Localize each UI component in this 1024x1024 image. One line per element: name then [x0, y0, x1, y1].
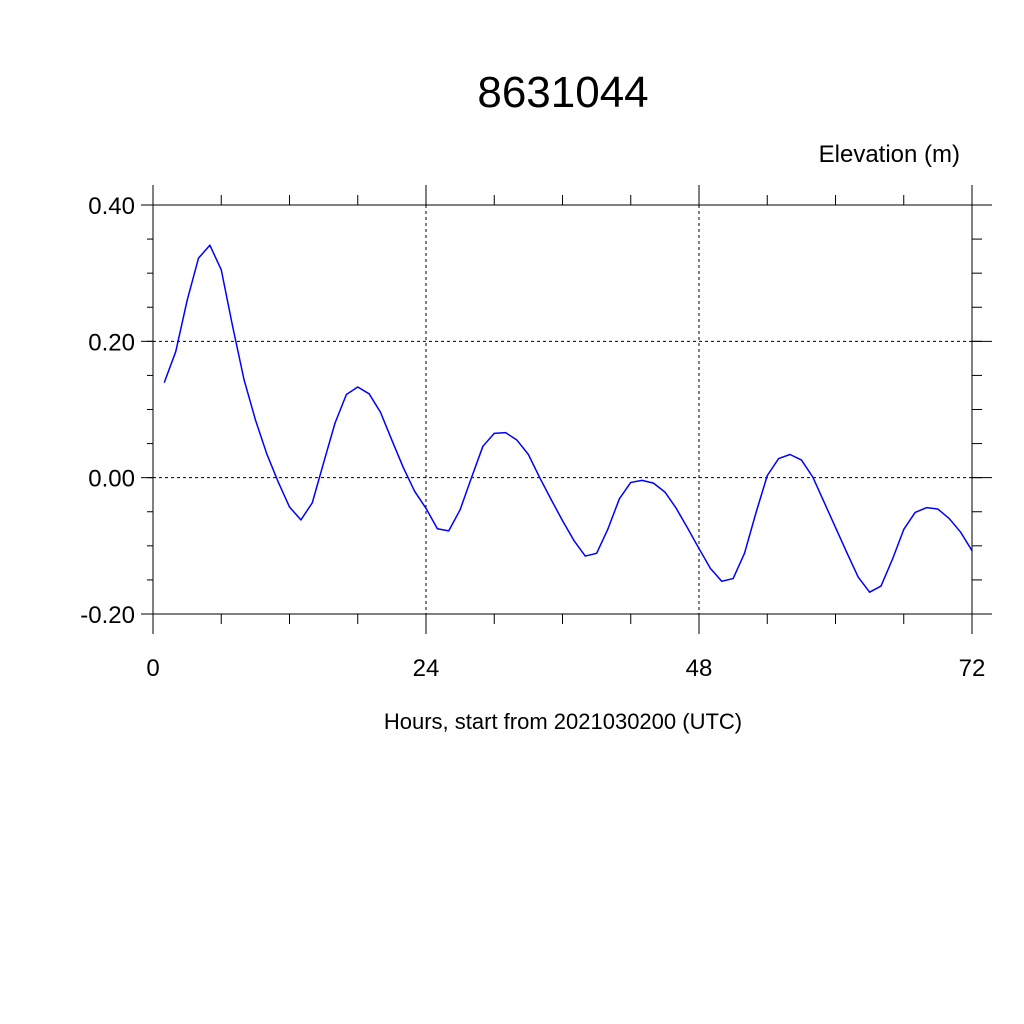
data-point [800, 459, 802, 461]
data-point [288, 506, 291, 508]
data-point [459, 509, 461, 511]
data-point [869, 591, 871, 593]
plot-frame [152, 204, 973, 615]
tick-layer: -0.20 0.00 0.20 0.40 0 24 48 72 [80, 185, 992, 682]
data-point [618, 498, 620, 500]
data-point [482, 445, 484, 447]
data-point [834, 526, 837, 529]
data-point [596, 552, 598, 554]
data-point [243, 378, 245, 381]
y-tick-label: -0.20 [80, 602, 135, 629]
data-point [516, 439, 518, 441]
data-point [960, 531, 962, 533]
data-point [425, 507, 427, 509]
data-point [470, 477, 473, 479]
data-point [914, 511, 916, 514]
data-point [550, 498, 552, 501]
data-point [368, 393, 370, 395]
data-point [925, 507, 928, 509]
x-tick-label: 48 [686, 655, 713, 682]
data-point [300, 519, 302, 521]
data-point [209, 244, 211, 246]
data-point [186, 299, 188, 302]
data-point [937, 508, 939, 510]
data-point [812, 476, 814, 478]
data-point [880, 585, 882, 587]
data-point [561, 520, 564, 522]
series-layer [163, 244, 973, 593]
data-point [505, 432, 507, 434]
data-point [334, 422, 336, 424]
data-point [823, 501, 825, 503]
y-tick-label: 0.20 [88, 329, 135, 356]
data-point [254, 419, 256, 421]
chart-title: 8631044 [477, 68, 648, 117]
data-point [687, 527, 689, 529]
y-tick-label: 0.40 [88, 193, 135, 220]
data-point [698, 547, 700, 550]
data-point [664, 491, 666, 493]
data-point [311, 502, 313, 504]
data-point [778, 457, 780, 460]
data-point [789, 453, 791, 456]
data-point [163, 381, 165, 383]
data-point [391, 439, 393, 441]
series-line [163, 244, 973, 593]
data-point [323, 462, 325, 464]
data-point [232, 325, 234, 327]
data-point [175, 350, 177, 353]
data-point [607, 528, 609, 530]
data-point [755, 512, 757, 514]
data-point [379, 411, 382, 413]
data-point [709, 567, 711, 569]
data-point [266, 453, 268, 455]
data-point [891, 558, 893, 561]
data-point [903, 528, 905, 531]
x-axis-label: Hours, start from 2021030200 (UTC) [384, 709, 742, 734]
data-point [641, 479, 643, 481]
data-point [743, 552, 746, 554]
data-point [573, 539, 575, 541]
data-point [436, 528, 438, 530]
data-point [766, 475, 768, 477]
data-point [402, 466, 404, 469]
data-point [721, 580, 723, 582]
data-point [948, 517, 950, 520]
data-point [630, 481, 632, 484]
data-point [357, 386, 359, 388]
x-tick-label: 72 [959, 655, 986, 682]
data-point [857, 576, 859, 578]
x-tick-label: 24 [413, 655, 440, 682]
data-point [277, 481, 279, 483]
data-point [732, 577, 734, 580]
data-point [345, 393, 347, 396]
data-point [448, 530, 450, 532]
data-point [414, 490, 416, 492]
data-point [584, 555, 586, 557]
data-point [675, 507, 677, 509]
data-point [652, 482, 655, 484]
data-point [197, 257, 200, 259]
data-point [220, 269, 222, 271]
data-point [527, 453, 529, 456]
x-tick-label: 0 [146, 655, 159, 682]
chart-subtitle: Elevation (m) [819, 141, 960, 168]
y-tick-label: 0.00 [88, 466, 135, 493]
data-point [846, 552, 848, 554]
data-point [493, 432, 495, 434]
data-point [539, 477, 541, 479]
